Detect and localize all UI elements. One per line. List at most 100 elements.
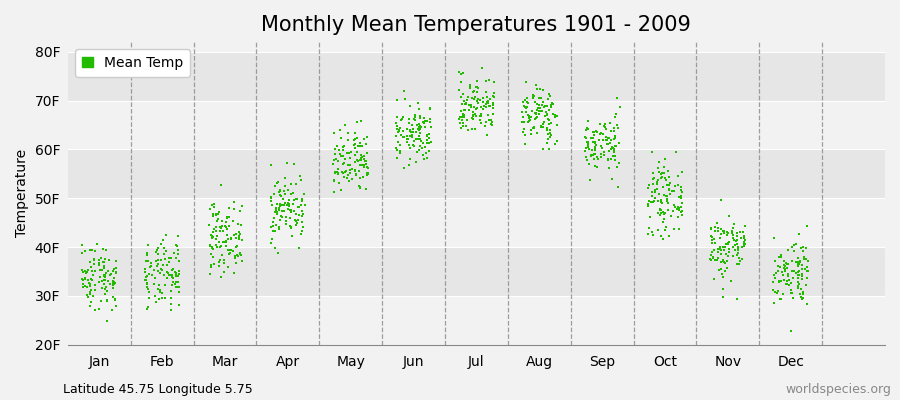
Mean Temp: [269, 201, 284, 207]
Mean Temp: [145, 272, 159, 278]
Mean Temp: [407, 142, 421, 149]
Mean Temp: [271, 250, 285, 256]
Mean Temp: [144, 260, 158, 266]
Mean Temp: [109, 302, 123, 309]
Mean Temp: [85, 247, 99, 254]
Mean Temp: [172, 302, 186, 308]
Mean Temp: [223, 236, 238, 242]
Mean Temp: [532, 102, 546, 108]
Mean Temp: [737, 235, 751, 241]
Mean Temp: [402, 145, 417, 152]
Mean Temp: [202, 243, 217, 250]
Mean Temp: [221, 236, 236, 242]
Mean Temp: [463, 102, 477, 108]
Mean Temp: [791, 262, 806, 269]
Mean Temp: [581, 126, 596, 132]
Mean Temp: [459, 122, 473, 129]
Mean Temp: [204, 202, 219, 208]
Mean Temp: [785, 290, 799, 296]
Mean Temp: [416, 140, 430, 146]
Mean Temp: [108, 269, 122, 275]
Mean Temp: [331, 170, 346, 177]
Mean Temp: [77, 248, 92, 254]
Mean Temp: [79, 269, 94, 275]
Mean Temp: [770, 262, 785, 269]
Mean Temp: [352, 168, 366, 174]
Mean Temp: [79, 270, 94, 276]
Mean Temp: [660, 177, 674, 183]
Mean Temp: [82, 246, 96, 253]
Mean Temp: [458, 107, 473, 113]
Mean Temp: [518, 96, 532, 103]
Mean Temp: [415, 145, 429, 151]
Mean Temp: [203, 242, 218, 248]
Mean Temp: [592, 137, 607, 143]
Mean Temp: [653, 210, 668, 216]
Mean Temp: [667, 226, 681, 232]
Mean Temp: [587, 151, 601, 158]
Mean Temp: [650, 186, 664, 192]
Title: Monthly Mean Temperatures 1901 - 2009: Monthly Mean Temperatures 1901 - 2009: [262, 15, 691, 35]
Mean Temp: [412, 147, 427, 154]
Mean Temp: [205, 244, 220, 250]
Mean Temp: [660, 195, 674, 202]
Mean Temp: [167, 269, 182, 276]
Mean Temp: [707, 236, 722, 242]
Mean Temp: [588, 147, 602, 154]
Mean Temp: [106, 278, 121, 285]
Mean Temp: [360, 170, 374, 176]
Mean Temp: [224, 247, 238, 253]
Mean Temp: [235, 258, 249, 264]
Mean Temp: [540, 111, 554, 118]
Mean Temp: [484, 120, 499, 127]
Mean Temp: [538, 103, 553, 110]
Mean Temp: [403, 102, 418, 109]
Mean Temp: [172, 268, 186, 274]
Mean Temp: [158, 281, 172, 288]
Mean Temp: [397, 164, 411, 171]
Mean Temp: [473, 97, 488, 103]
Mean Temp: [97, 281, 112, 288]
Mean Temp: [350, 119, 365, 125]
Mean Temp: [766, 279, 780, 285]
Mean Temp: [651, 210, 665, 217]
Mean Temp: [543, 93, 557, 99]
Mean Temp: [654, 200, 669, 207]
Mean Temp: [328, 146, 343, 152]
Mean Temp: [154, 241, 168, 248]
Mean Temp: [529, 110, 544, 116]
Mean Temp: [672, 206, 687, 213]
Mean Temp: [793, 258, 807, 264]
Mean Temp: [214, 252, 229, 259]
Mean Temp: [534, 95, 548, 101]
Mean Temp: [281, 206, 295, 212]
Mean Temp: [95, 259, 110, 266]
Mean Temp: [86, 257, 101, 264]
Mean Temp: [474, 113, 489, 119]
Mean Temp: [704, 233, 718, 239]
Mean Temp: [596, 136, 610, 143]
Mean Temp: [389, 133, 403, 139]
Mean Temp: [281, 200, 295, 206]
Mean Temp: [706, 246, 721, 253]
Mean Temp: [353, 184, 367, 190]
Mean Temp: [661, 200, 675, 206]
Mean Temp: [539, 109, 554, 115]
Mean Temp: [599, 134, 614, 140]
Mean Temp: [703, 256, 717, 262]
Mean Temp: [666, 208, 680, 214]
Mean Temp: [273, 192, 287, 198]
Mean Temp: [211, 218, 225, 224]
Mean Temp: [264, 240, 278, 247]
Mean Temp: [354, 152, 368, 159]
Mean Temp: [157, 245, 171, 251]
Mean Temp: [139, 258, 153, 264]
Mean Temp: [269, 211, 284, 217]
Mean Temp: [612, 160, 626, 166]
Mean Temp: [654, 170, 669, 176]
Mean Temp: [85, 264, 99, 270]
Mean Temp: [207, 204, 221, 210]
Mean Temp: [93, 267, 107, 274]
Mean Temp: [106, 280, 121, 286]
Mean Temp: [153, 257, 167, 263]
